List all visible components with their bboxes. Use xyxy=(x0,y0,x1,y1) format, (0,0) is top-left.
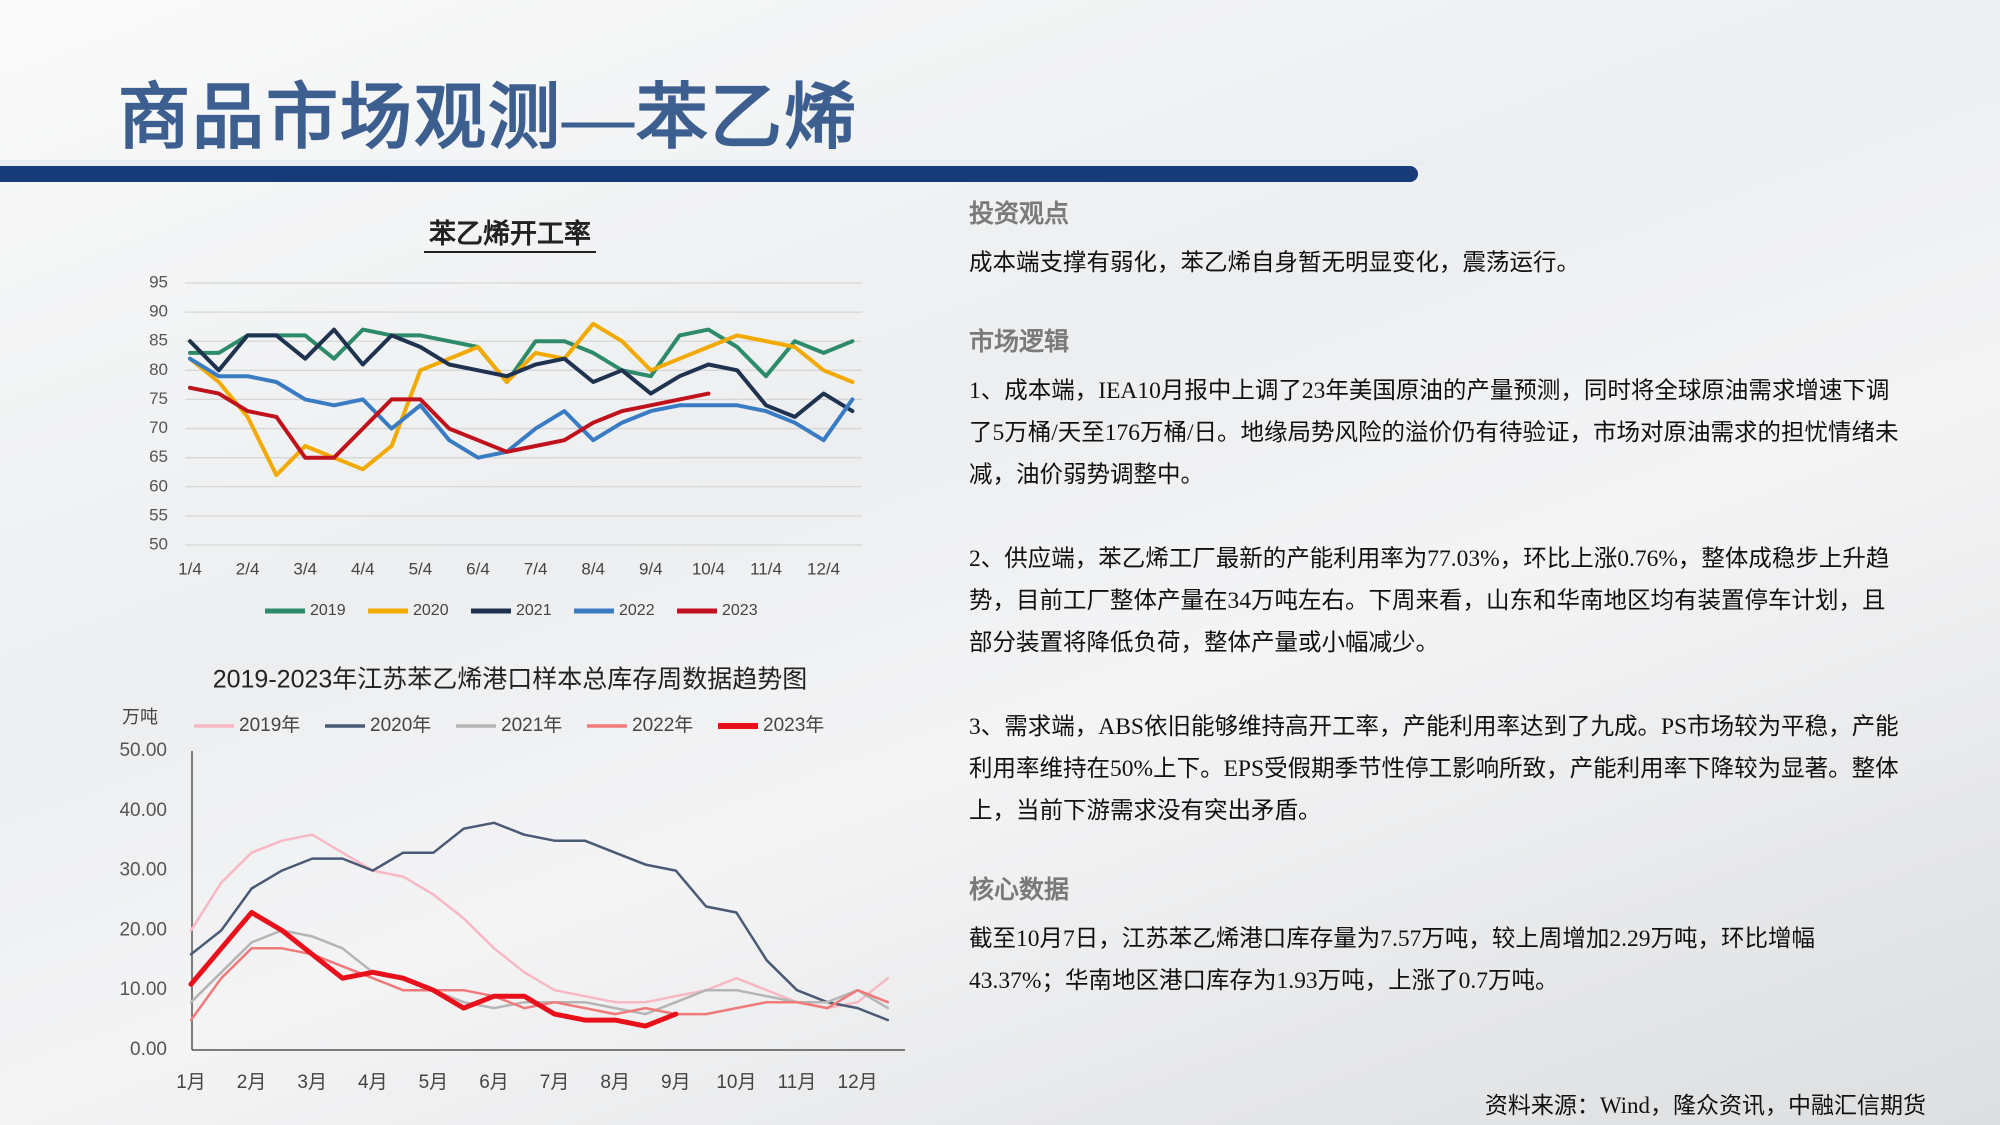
legend-label: 2021 xyxy=(516,602,552,619)
text-panel: 投资观点成本端支撑有弱化，苯乙烯自身暂无明显变化，震荡运行。 市场逻辑 1、成本端，… xyxy=(969,198,1904,1044)
x-tick-label: 11/4 xyxy=(750,559,782,578)
source-note: 资料来源：Wind，隆众资讯，中融汇信期货 xyxy=(1484,1093,1926,1118)
series-line xyxy=(189,947,890,1022)
legend-label: 2020 xyxy=(413,602,449,619)
y-tick-label: 50 xyxy=(149,534,168,553)
x-tick-label: 12月 xyxy=(838,1072,878,1093)
y-tick-label: 40.00 xyxy=(119,800,167,821)
x-tick-label: 4/4 xyxy=(351,559,375,578)
x-tick-label: 10/4 xyxy=(692,559,725,578)
x-tick-label: 10月 xyxy=(716,1072,756,1093)
y-tick-label: 65 xyxy=(149,447,168,466)
y-tick-label: 80 xyxy=(149,360,168,379)
y-tick-label: 55 xyxy=(149,505,168,524)
legend-label: 2022 xyxy=(619,602,655,619)
x-tick-label: 5月 xyxy=(419,1072,449,1093)
y-tick-label: 10.00 xyxy=(119,979,167,1000)
header-band xyxy=(0,160,1425,166)
legend-label: 2022年 xyxy=(632,714,693,736)
series-line xyxy=(188,910,679,1029)
x-tick-label: 5/4 xyxy=(409,559,433,578)
series-line xyxy=(189,833,890,1010)
y-tick-label: 85 xyxy=(149,331,168,350)
y-axis-label: 万吨 xyxy=(122,707,158,727)
x-tick-label: 6/4 xyxy=(466,559,490,578)
slide-title: 商品市场观测—苯乙烯 xyxy=(118,78,859,158)
x-tick-label: 9/4 xyxy=(639,559,663,578)
legend-label: 2019 xyxy=(310,602,346,619)
paragraph: 成本端支撑有弱化，苯乙烯自身暂无明显变化，震荡运行。 xyxy=(969,250,1580,276)
series-line xyxy=(188,356,855,460)
x-tick-label: 3月 xyxy=(297,1072,327,1093)
x-tick-label: 7月 xyxy=(540,1072,570,1093)
y-tick-label: 90 xyxy=(149,302,168,321)
x-tick-label: 2月 xyxy=(237,1072,267,1093)
legend-label: 2020年 xyxy=(370,714,431,736)
charts: 苯乙烯开工率 50 55 60 65 70 75 80 85 90 95 1/4 2/4 3/4 4/4 5/… xyxy=(119,218,905,1093)
series-line xyxy=(188,327,855,384)
header-bar xyxy=(0,166,1418,182)
legend-label: 2023 xyxy=(722,602,758,619)
series-line xyxy=(188,327,855,419)
chart-title: 2019-2023年江苏苯乙烯港口样本总库存周数据趋势图 xyxy=(213,666,808,694)
section: 投资观点成本端支撑有弱化，苯乙烯自身暂无明显变化，震荡运行。 xyxy=(969,198,1904,284)
x-tick-label: 8/4 xyxy=(581,559,605,578)
section-heading: 投资观点 xyxy=(969,201,1070,228)
x-tick-label: 12/4 xyxy=(807,559,840,578)
paragraph: 截至10月7日，江苏苯乙烯港口库存量为7.57万吨，较上周增加2.29万吨，环比… xyxy=(969,926,1815,994)
legend-label: 2019年 xyxy=(239,714,300,736)
y-tick-label: 20.00 xyxy=(119,919,167,940)
legend-label: 2023年 xyxy=(763,714,824,736)
series-line xyxy=(189,821,890,1022)
y-tick-label: 60 xyxy=(149,476,168,495)
y-tick-label: 0.00 xyxy=(130,1039,167,1060)
x-tick-label: 8月 xyxy=(600,1072,630,1093)
x-tick-label: 9月 xyxy=(661,1072,691,1093)
y-tick-label: 95 xyxy=(149,272,168,291)
x-tick-label: 11月 xyxy=(778,1072,817,1093)
y-tick-label: 50.00 xyxy=(119,740,167,761)
x-tick-label: 3/4 xyxy=(293,559,317,578)
chart-title: 苯乙烯开工率 xyxy=(428,218,591,249)
section: 核心数据截至10月7日，江苏苯乙烯港口库存量为7.57万吨，较上周增加2.29万… xyxy=(969,874,1904,1002)
x-tick-label: 7/4 xyxy=(524,559,548,578)
paragraph: 1、成本端，IEA10月报中上调了23年美国原油的产量预测，同时将全球原油需求增… xyxy=(969,378,1899,488)
x-tick-label: 2/4 xyxy=(236,559,260,578)
x-tick-label: 6月 xyxy=(479,1072,509,1093)
x-tick-label: 4月 xyxy=(358,1072,388,1093)
section-heading: 市场逻辑 xyxy=(969,329,1070,356)
section: 市场逻辑 1、成本端，IEA10月报中上调了23年美国原油的产量预测，同时将全球原… xyxy=(969,326,1904,832)
paragraph: 3、需求端，ABS依旧能够维持高开工率，产能利用率达到了九成。PS市场较为平稳，… xyxy=(969,714,1899,824)
legend-label: 2021年 xyxy=(501,714,562,736)
y-tick-label: 75 xyxy=(149,389,168,408)
paragraph: 2、供应端，苯乙烯工厂最新的产能利用率为77.03%，环比上涨0.76%，整体成… xyxy=(969,546,1890,656)
x-tick-label: 1月 xyxy=(176,1072,206,1093)
series-line xyxy=(188,385,711,460)
y-tick-label: 70 xyxy=(149,418,168,437)
series-line xyxy=(189,929,890,1016)
section-heading: 核心数据 xyxy=(969,877,1070,904)
y-tick-label: 30.00 xyxy=(119,860,167,881)
x-tick-label: 1/4 xyxy=(178,559,202,578)
